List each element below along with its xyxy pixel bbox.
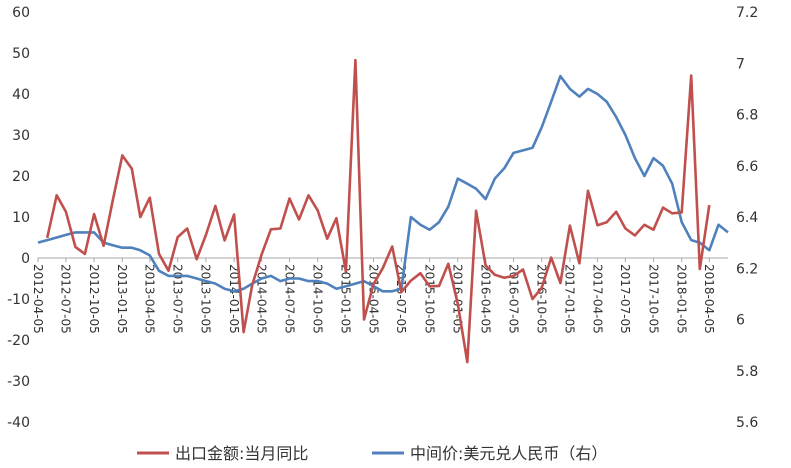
left-tick-label: 40 [12,87,30,103]
x-tick-label: 2015-04-05 [366,264,380,334]
x-tick-label: 2015-07-05 [394,264,408,334]
left-tick-label: 20 [12,169,30,185]
right-tick-label: 5.6 [736,415,758,431]
left-tick-label: 50 [12,46,30,62]
right-tick-label: 6.2 [736,261,758,277]
left-tick-label: 10 [12,210,30,226]
left-tick-label: 60 [12,5,30,21]
x-tick-label: 2016-04-05 [478,264,492,334]
x-tick-label: 2013-07-05 [171,264,185,334]
x-tick-label: 2018-01-05 [675,264,689,334]
left-tick-label: -40 [7,415,30,431]
right-axis: 5.6 5.8 6 6.2 6.4 6.6 6.8 7 7.2 [736,5,758,431]
x-tick-label: 2015-10-05 [422,264,436,334]
x-tick-label: 2013-10-05 [199,264,213,334]
x-tick-label: 2017-04-05 [590,264,604,334]
x-tick-label: 2013-01-05 [115,264,129,334]
x-tick-label: 2016-07-05 [506,264,520,334]
x-tick-label: 2017-01-05 [563,264,577,334]
left-tick-label: -30 [7,374,30,390]
right-tick-label: 6.4 [736,210,758,226]
x-tick-label: 2012-04-05 [31,264,45,334]
x-tick-label: 2014-10-05 [311,264,325,334]
left-tick-label: 0 [21,251,30,267]
left-tick-label: -20 [7,333,30,349]
export-yoy-line [45,58,711,364]
right-tick-label: 6.6 [736,159,758,175]
left-axis: -40 -30 -20 -10 0 10 20 30 40 50 60 [7,5,30,431]
x-tick-label: 2012-10-05 [87,264,101,334]
right-tick-label: 6 [736,313,745,329]
x-tick-label: 2012-07-05 [59,264,73,334]
left-tick-label: 30 [12,128,30,144]
right-tick-label: 7 [736,56,745,72]
right-tick-label: 7.2 [736,5,758,21]
legend: 出口金额:当月同比 中间价:美元兑人民币（右） [137,444,607,463]
usd-cny-rate-line [37,74,729,293]
x-tick-label: 2017-07-05 [618,264,632,334]
x-tick-label: 2014-07-05 [282,264,296,334]
legend-item-usd-cny: 中间价:美元兑人民币（右） [410,444,607,463]
x-tick-label: 2013-04-05 [143,264,157,334]
x-tick-label: 2015-01-05 [339,264,353,334]
right-tick-label: 6.8 [736,108,758,124]
x-tick-label: 2018-04-05 [702,264,716,334]
x-tick-label: 2014-01-05 [227,264,241,334]
x-axis: 2012-04-05 2012-07-05 2012-10-05 2013-01-05… [31,257,728,334]
left-tick-label: -10 [7,292,30,308]
x-tick-label: 2017-10-05 [646,264,660,334]
right-tick-label: 5.8 [736,364,758,380]
plot-area [37,58,729,364]
legend-item-export-yoy: 出口金额:当月同比 [175,444,308,463]
